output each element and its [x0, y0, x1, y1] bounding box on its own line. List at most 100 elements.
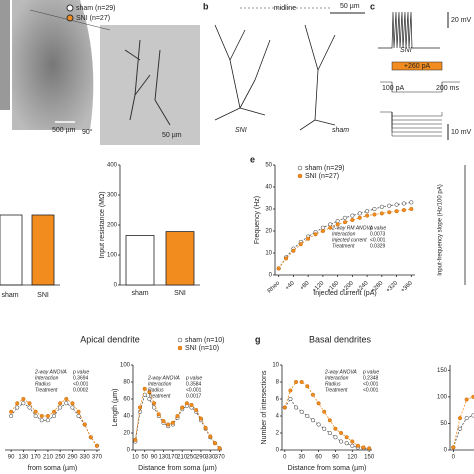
- x-tick-label: 50: [141, 455, 148, 461]
- point: [58, 405, 63, 410]
- x-tick-label: 290: [196, 455, 207, 461]
- y-tick-label: 60: [123, 397, 130, 403]
- x-tick-label: 0: [283, 455, 287, 461]
- stats-value: 0.3584: [186, 381, 202, 387]
- x-tick-label: 90: [332, 455, 339, 461]
- x-tick-label: 10: [132, 455, 139, 461]
- y-tick-label: 30: [265, 207, 272, 213]
- point: [70, 405, 75, 410]
- point: [21, 396, 26, 402]
- stats-value: <0.001: [370, 237, 386, 243]
- scale-label: 20 mV: [451, 17, 472, 24]
- point: [198, 416, 203, 421]
- point: [322, 409, 327, 414]
- y-tick-label: 200: [107, 223, 118, 229]
- neuron-trace: [299, 24, 336, 131]
- point: [27, 405, 32, 410]
- point: [180, 405, 185, 410]
- y-axis-label: Frequency (Hz): [254, 196, 261, 244]
- point: [166, 422, 171, 427]
- y-tick-label: 0: [127, 448, 131, 454]
- slice-image: [12, 0, 94, 130]
- point: [194, 408, 199, 413]
- trace-label: SNI: [400, 47, 412, 54]
- y-tick-label: 10: [272, 363, 279, 369]
- stats-term: Injected current: [332, 237, 367, 243]
- stats-title: 2-way RM ANOVA: [331, 225, 374, 231]
- stats-term: Interaction: [35, 375, 59, 381]
- point: [451, 445, 456, 450]
- x-tick-label: SNI: [37, 292, 49, 299]
- stats-value: 0.3694: [73, 375, 89, 381]
- point: [357, 215, 362, 220]
- point: [58, 401, 63, 406]
- x-tick-label: +80: [299, 280, 311, 292]
- point: [33, 409, 38, 414]
- stats-title: 2-way ANOVA: [147, 375, 180, 381]
- legend-marker: [177, 345, 183, 351]
- point: [344, 435, 349, 440]
- legend-label: sham (n=10): [185, 337, 225, 344]
- x-tick-label: +320: [385, 280, 399, 294]
- x-tick-label: +40: [285, 280, 297, 292]
- point: [21, 401, 26, 406]
- point: [372, 212, 377, 217]
- point: [344, 441, 349, 446]
- legend-marker: [177, 337, 183, 343]
- stats-value: 0.2348: [363, 375, 379, 381]
- y-axis-label: Number of intersections: [261, 370, 268, 444]
- legend-label: sham (n=29): [76, 5, 116, 12]
- x-axis-label: Distance from soma (µm): [138, 465, 217, 472]
- point: [350, 217, 355, 223]
- y-tick-label: 100: [107, 253, 118, 259]
- series-line: [10, 398, 98, 446]
- stats-value: <0.001: [363, 381, 379, 387]
- point: [152, 405, 157, 410]
- point: [387, 203, 392, 208]
- spike-trace: [378, 11, 440, 49]
- stats-value: <0.001: [363, 387, 379, 393]
- point: [299, 379, 304, 385]
- point: [147, 396, 152, 402]
- y-tick-label: 0: [444, 448, 448, 454]
- point: [175, 413, 180, 419]
- stats-term: Treatment: [148, 393, 171, 399]
- point: [137, 405, 143, 410]
- point: [305, 413, 310, 419]
- x-tick-label: 90: [8, 455, 15, 461]
- y-axis-label: Length (µm): [112, 389, 119, 427]
- x-tick-label: 290: [67, 455, 78, 461]
- point: [342, 215, 348, 220]
- legend-marker: [297, 165, 303, 171]
- point: [464, 416, 469, 421]
- point: [9, 413, 14, 419]
- x-tick-label: 330: [205, 455, 216, 461]
- point: [45, 413, 50, 419]
- point: [379, 204, 384, 209]
- series-line: [284, 398, 370, 450]
- stats-term: Treatment: [325, 387, 348, 393]
- bar: [125, 235, 155, 286]
- stats-term: Radius: [148, 387, 164, 393]
- panel-label: e: [250, 154, 255, 164]
- x-tick-label: 90: [151, 455, 158, 461]
- stats-value: <0.001: [186, 387, 202, 393]
- scale-label: 100 pA: [382, 85, 405, 92]
- point: [76, 409, 81, 414]
- point: [161, 419, 166, 424]
- stats-term: Treatment: [332, 243, 355, 249]
- point: [471, 394, 474, 399]
- x-tick-label: 150: [364, 455, 375, 461]
- point: [39, 418, 44, 423]
- x-tick-label: SNI: [174, 290, 186, 297]
- point: [212, 441, 218, 446]
- y-tick-label: 300: [107, 193, 118, 199]
- point: [327, 430, 332, 436]
- x-tick-label: 60: [315, 455, 322, 461]
- y-tick-label: 50: [440, 421, 447, 427]
- panel-label: b: [203, 1, 209, 11]
- point: [294, 379, 299, 385]
- stats-header: p value: [369, 225, 386, 231]
- bar-fragment: [0, 214, 23, 286]
